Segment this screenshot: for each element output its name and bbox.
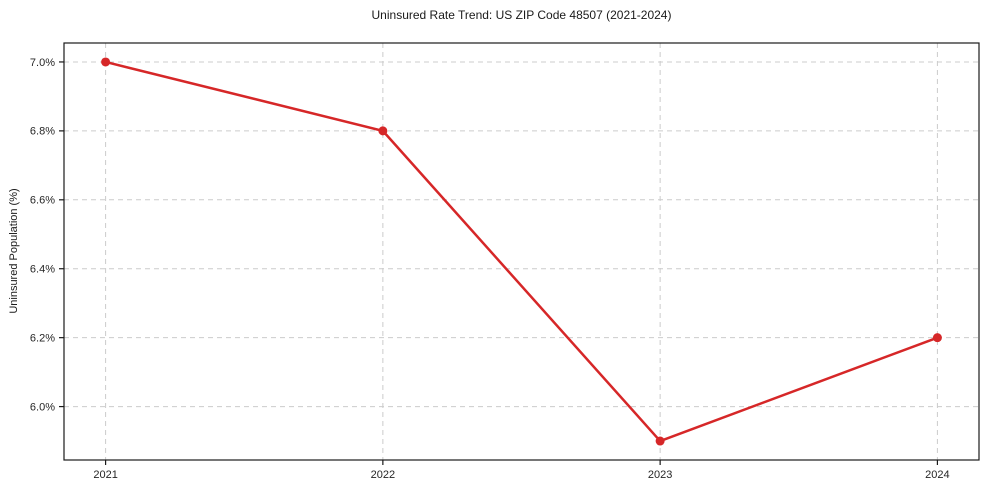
data-point [932, 333, 942, 343]
plot-border [63, 42, 980, 461]
data-point [378, 126, 388, 136]
data-line [104, 60, 939, 443]
data-point [655, 436, 665, 446]
y-tick-label: 6.8% [30, 126, 55, 138]
y-tick-label: 7.0% [30, 57, 55, 69]
x-tick-label: 2022 [371, 469, 395, 481]
y-tick-label: 6.4% [30, 264, 55, 276]
x-tick-label: 2024 [925, 469, 949, 481]
y-axis-label: Uninsured Population (%) [8, 188, 20, 314]
data-point [101, 57, 111, 67]
chart-title: Uninsured Rate Trend: US ZIP Code 48507 … [371, 8, 672, 22]
y-tick-label: 6.6% [30, 195, 55, 207]
y-tick-label: 6.0% [30, 401, 55, 413]
x-tick-label: 2023 [648, 469, 672, 481]
y-tick-label: 6.2% [30, 333, 55, 345]
x-tick-label: 2021 [93, 469, 117, 481]
